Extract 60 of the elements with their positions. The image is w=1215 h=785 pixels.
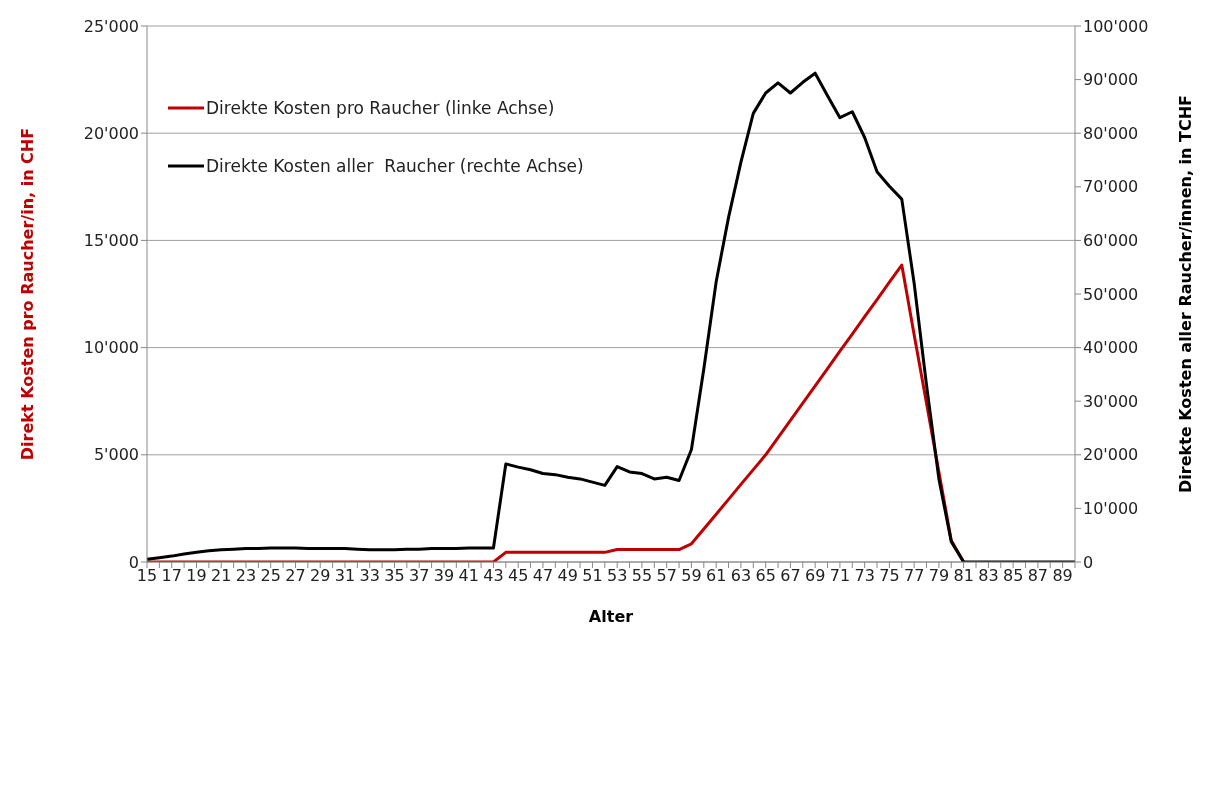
y2-tick-label: 50'000 (1083, 284, 1139, 304)
x-tick-label: 83 (978, 566, 999, 586)
x-tick-label: 65 (755, 566, 776, 586)
x-axis-title: Alter (588, 607, 634, 626)
legend-label: Direkte Kosten aller Raucher (rechte Achse) (206, 156, 584, 176)
x-tick-label: 31 (334, 566, 356, 586)
x-tick-label: 53 (607, 566, 628, 586)
x-tick-label: 69 (804, 566, 826, 586)
y2-tick-label: 0 (1083, 552, 1094, 572)
x-tick-label: 47 (532, 566, 554, 586)
y2-tick-label: 10'000 (1083, 499, 1139, 519)
x-tick-label: 71 (829, 566, 851, 586)
y-tick-label: 10'000 (83, 338, 139, 358)
y2-tick-label: 80'000 (1083, 123, 1139, 143)
y-tick-label: 5'000 (93, 445, 139, 465)
x-tick-label: 29 (310, 566, 331, 586)
y2-tick-label: 30'000 (1083, 391, 1139, 411)
x-tick-label: 25 (260, 566, 281, 586)
x-tick-label: 57 (656, 566, 677, 586)
x-tick-label: 67 (780, 566, 801, 586)
y2-tick-label: 100'000 (1083, 16, 1149, 36)
x-tick-label: 85 (1002, 566, 1024, 586)
x-tick-label: 89 (1052, 566, 1073, 586)
x-tick-label: 87 (1027, 566, 1049, 586)
x-tick-label: 59 (681, 566, 702, 586)
y2-tick-label: 60'000 (1083, 231, 1139, 251)
x-tick-label: 17 (161, 566, 182, 586)
x-tick-label: 49 (557, 566, 578, 586)
legend-label: Direkte Kosten pro Raucher (linke Achse) (206, 98, 555, 118)
x-tick-label: 43 (483, 566, 504, 586)
y-axis-title: Direkt Kosten pro Raucher/in, in CHF (17, 127, 37, 461)
x-tick-label: 75 (879, 566, 900, 586)
x-tick-label: 79 (928, 566, 950, 586)
y2-axis-title: Direkte Kosten aller Raucher/innen, in TCHF (1175, 95, 1195, 493)
y2-tick-label: 40'000 (1083, 338, 1139, 358)
y-tick-label: 20'000 (83, 123, 139, 143)
y2-tick-label: 70'000 (1083, 177, 1139, 197)
x-tick-label: 41 (458, 566, 479, 586)
y2-tick-label: 20'000 (1083, 445, 1139, 465)
y2-tick-label: 90'000 (1083, 70, 1139, 90)
x-tick-label: 33 (359, 566, 380, 586)
x-tick-label: 73 (854, 566, 875, 586)
x-tick-label: 19 (186, 566, 207, 586)
x-tick-label: 35 (384, 566, 405, 586)
x-tick-label: 63 (730, 566, 752, 586)
x-tick-label: 21 (211, 566, 232, 586)
x-tick-label: 23 (235, 566, 257, 586)
x-tick-label: 55 (631, 566, 653, 586)
y-tick-label: 0 (128, 552, 139, 572)
x-tick-label: 81 (953, 566, 974, 586)
x-tick-label: 77 (903, 566, 925, 586)
x-tick-label: 45 (508, 566, 529, 586)
x-tick-label: 27 (285, 566, 306, 586)
x-tick-label: 15 (136, 566, 158, 586)
x-tick-label: 37 (409, 566, 430, 586)
y-tick-label: 15'000 (83, 231, 139, 251)
y-tick-label: 25'000 (83, 16, 139, 36)
x-tick-label: 51 (582, 566, 603, 586)
x-tick-label: 61 (705, 566, 727, 586)
x-tick-label: 39 (433, 566, 455, 586)
